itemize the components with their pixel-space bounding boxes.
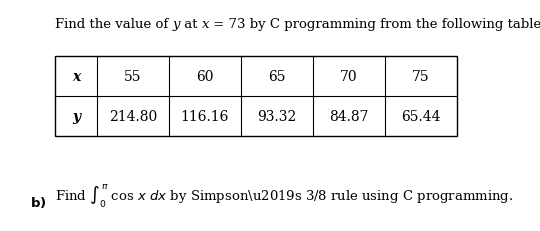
Text: 70: 70 bbox=[340, 70, 358, 84]
Text: 84.87: 84.87 bbox=[329, 109, 369, 123]
Text: 214.80: 214.80 bbox=[109, 109, 157, 123]
Text: 116.16: 116.16 bbox=[181, 109, 229, 123]
Text: Find the value of: Find the value of bbox=[55, 18, 172, 31]
Text: $\mathbf{b)}$: $\mathbf{b)}$ bbox=[30, 194, 46, 209]
Text: = 73 by C programming from the following table.: = 73 by C programming from the following… bbox=[210, 18, 540, 31]
Text: x: x bbox=[202, 18, 210, 31]
Text: 65: 65 bbox=[268, 70, 286, 84]
Text: 60: 60 bbox=[196, 70, 214, 84]
Text: 65.44: 65.44 bbox=[401, 109, 441, 123]
Text: y: y bbox=[172, 18, 180, 31]
Text: y: y bbox=[72, 109, 80, 123]
Bar bbox=[55, 57, 457, 137]
Text: 55: 55 bbox=[124, 70, 141, 84]
Text: 75: 75 bbox=[412, 70, 430, 84]
Text: at: at bbox=[180, 18, 202, 31]
Text: x: x bbox=[72, 70, 80, 84]
Text: 93.32: 93.32 bbox=[258, 109, 296, 123]
Text: Find $\int_0^{\pi}$ cos $x$ $dx$ by Simpson\u2019s 3/8 rule using C programming.: Find $\int_0^{\pi}$ cos $x$ $dx$ by Simp… bbox=[55, 182, 514, 209]
